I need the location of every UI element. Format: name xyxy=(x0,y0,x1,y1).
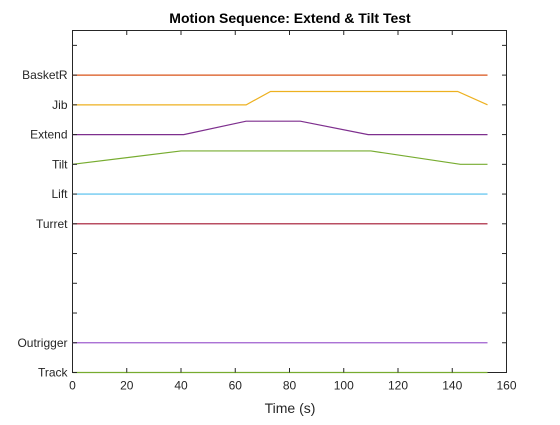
y-tick-label-lift: Lift xyxy=(51,187,68,201)
x-tick-label: 140 xyxy=(442,379,462,393)
y-tick-label-turret: Turret xyxy=(36,217,68,231)
x-tick-label: 80 xyxy=(283,379,297,393)
y-tick-label-tilt: Tilt xyxy=(52,157,68,171)
y-tick-label-extend: Extend xyxy=(30,128,67,142)
x-tick-label: 20 xyxy=(120,379,134,393)
y-tick-label-basketr: BasketR xyxy=(22,68,68,82)
chart-title: Motion Sequence: Extend & Tilt Test xyxy=(169,10,411,26)
y-tick-label-track: Track xyxy=(38,366,69,380)
plot-area: 0 20 40 60 80 100 120 140 160 Track Outrigger Turr… xyxy=(17,31,516,393)
y-tick-label-outrigger: Outrigger xyxy=(17,336,67,350)
x-axis-label: Time (s) xyxy=(265,400,316,416)
x-tick-label: 120 xyxy=(388,379,408,393)
axes-box xyxy=(73,31,507,373)
x-tick-label: 160 xyxy=(496,379,516,393)
x-tick-label: 40 xyxy=(174,379,188,393)
x-tick-label: 60 xyxy=(229,379,243,393)
x-tick-label: 100 xyxy=(334,379,354,393)
x-tick-label: 0 xyxy=(69,379,76,393)
y-tick-label-jib: Jib xyxy=(52,98,68,112)
